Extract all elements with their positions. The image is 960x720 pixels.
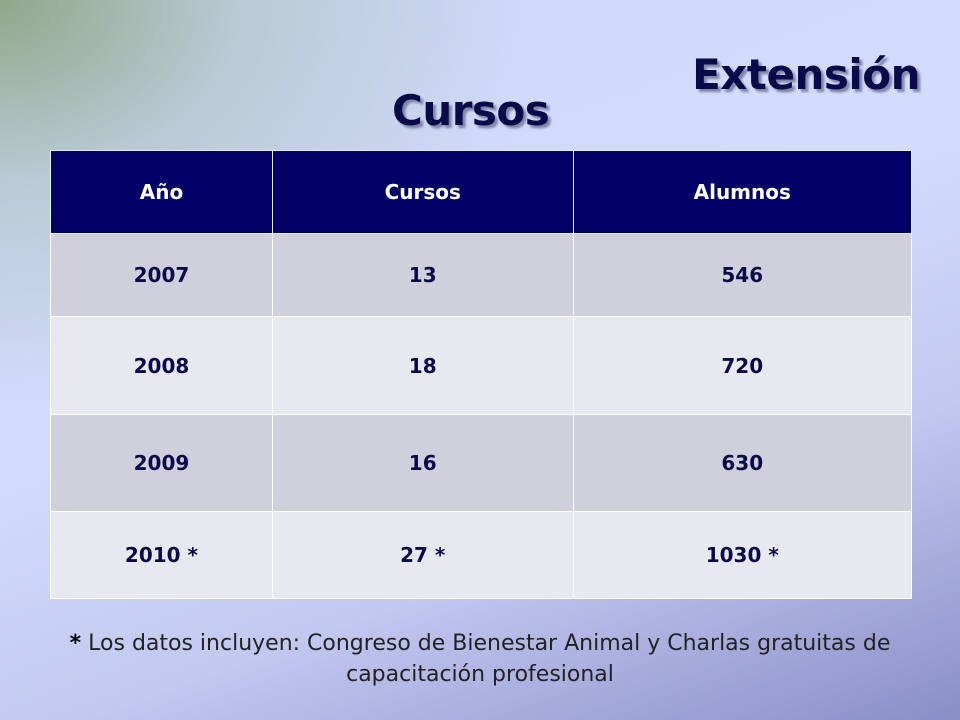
table-cell: 18	[271, 316, 574, 415]
table-cell: 13	[271, 233, 574, 317]
table-cell: 546	[572, 233, 913, 317]
subtitle: Cursos	[392, 86, 550, 135]
header-row: Año Cursos Alumnos	[50, 150, 913, 234]
table-cell: 2010 *	[50, 511, 273, 599]
column-header: Alumnos	[572, 150, 913, 234]
table-cell: 720	[572, 316, 913, 415]
table-cell: 2009	[50, 414, 273, 512]
footnote: * Los datos incluyen: Congreso de Bienes…	[30, 628, 930, 690]
table-row: 2007 13 546	[50, 233, 913, 317]
table-cell: 630	[572, 414, 913, 512]
footnote-text: Los datos incluyen: Congreso de Bienesta…	[88, 631, 891, 687]
table-body: 2007 13 546 2008 18 720 2009 16 630 2010 * 27 * 103…	[50, 233, 913, 599]
table-row: 2010 * 27 * 1030 *	[50, 511, 913, 599]
column-header: Cursos	[271, 150, 574, 234]
table-cell: 16	[271, 414, 574, 512]
column-header: Año	[50, 150, 273, 234]
table-cell: 2008	[50, 316, 273, 415]
table-row: 2008 18 720	[50, 316, 913, 415]
title: Extensión	[692, 50, 920, 99]
table-cell: 1030 *	[572, 511, 913, 599]
table-cell: 2007	[50, 233, 273, 317]
data-table: Año Cursos Alumnos 2007 13 546 2008 18 720 2009 1…	[50, 150, 913, 599]
footnote-mark: *	[69, 631, 82, 656]
table-cell: 27 *	[271, 511, 574, 599]
table-row: 2009 16 630	[50, 414, 913, 512]
